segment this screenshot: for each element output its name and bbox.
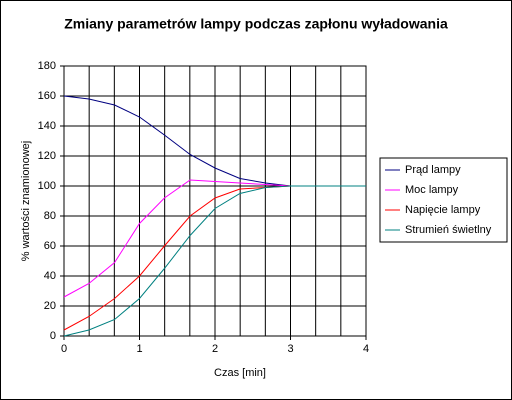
y-tick-label: 160	[38, 90, 56, 102]
y-axis-label: % wartości znamionowej	[20, 141, 32, 261]
y-tick-label: 120	[38, 150, 56, 162]
y-tick-label: 140	[38, 120, 56, 132]
y-tick-label: 180	[38, 60, 56, 72]
legend-label: Prąd lampy	[405, 164, 461, 176]
y-tick-label: 60	[44, 240, 56, 252]
x-tick-label: 2	[212, 343, 218, 355]
x-tick-label: 3	[287, 343, 293, 355]
y-tick-label: 80	[44, 210, 56, 222]
x-tick-label: 1	[136, 343, 142, 355]
y-tick-label: 100	[38, 180, 56, 192]
legend-label: Napięcie lampy	[405, 204, 481, 216]
x-tick-label: 0	[61, 343, 67, 355]
y-tick-label: 20	[44, 300, 56, 312]
y-tick-label: 0	[50, 330, 56, 342]
legend-label: Moc lampy	[405, 184, 459, 196]
series-line	[63, 185, 366, 337]
chart-title: Zmiany parametrów lampy podczas zapłonu …	[64, 16, 448, 32]
x-axis-label: Czas [min]	[214, 367, 266, 379]
x-tick-label: 4	[363, 343, 369, 355]
legend-box	[379, 157, 508, 243]
y-tick-label: 40	[44, 270, 56, 282]
legend-label: Strumień świetlny	[405, 224, 492, 236]
